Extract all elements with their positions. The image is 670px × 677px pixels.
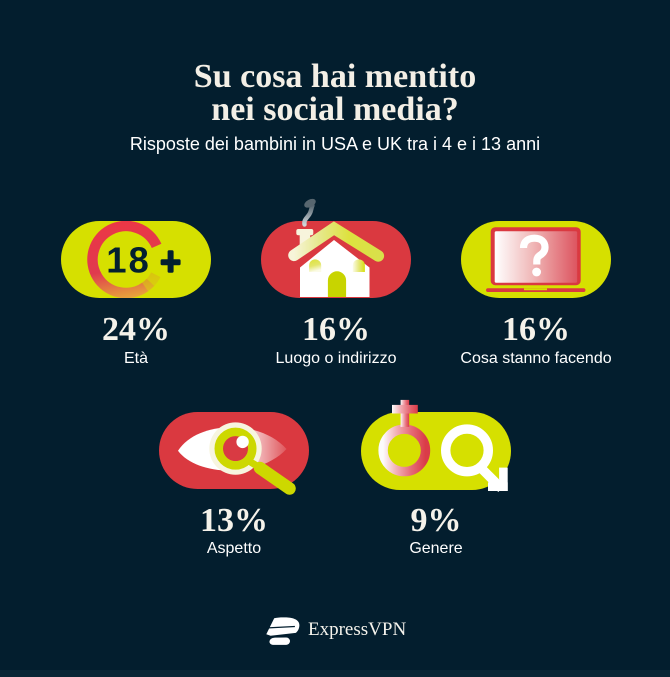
svg-text:18: 18 — [106, 240, 151, 281]
